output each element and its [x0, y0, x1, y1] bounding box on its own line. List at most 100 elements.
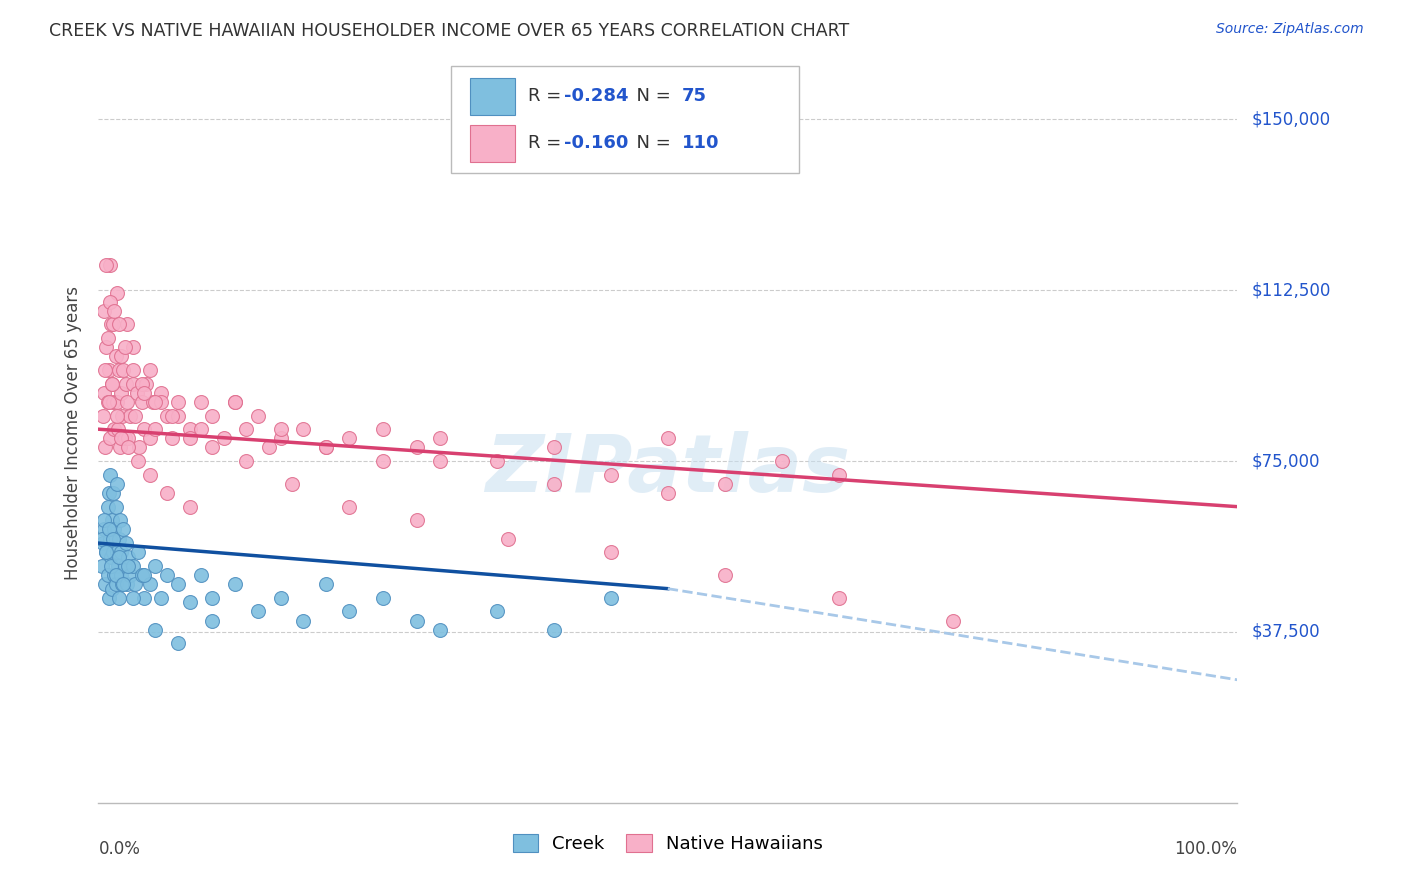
Point	[124, 409, 146, 423]
Point	[132, 422, 155, 436]
Point	[114, 340, 136, 354]
Point	[224, 395, 246, 409]
Point	[98, 294, 121, 309]
Point	[371, 454, 394, 468]
Point	[97, 363, 120, 377]
Point	[190, 568, 212, 582]
Point	[246, 409, 269, 423]
Point	[167, 409, 190, 423]
Point	[97, 395, 120, 409]
Point	[714, 476, 737, 491]
Point	[98, 258, 121, 272]
Text: $37,500: $37,500	[1251, 623, 1320, 641]
Point	[337, 431, 360, 445]
Point	[150, 385, 173, 400]
Point	[110, 545, 132, 559]
Point	[131, 376, 153, 391]
Point	[270, 422, 292, 436]
Point	[486, 604, 509, 618]
Point	[108, 549, 131, 564]
Point	[91, 536, 114, 550]
Point	[103, 532, 125, 546]
Point	[107, 422, 129, 436]
Point	[235, 454, 257, 468]
Point	[828, 467, 851, 482]
Point	[117, 441, 139, 455]
Point	[110, 385, 132, 400]
Text: -0.160: -0.160	[564, 134, 628, 153]
Point	[97, 523, 120, 537]
Y-axis label: Householder Income Over 65 years: Householder Income Over 65 years	[65, 285, 83, 580]
Point	[104, 577, 127, 591]
Point	[201, 409, 224, 423]
Point	[104, 500, 127, 514]
Point	[315, 441, 337, 455]
Point	[145, 558, 167, 573]
Point	[201, 591, 224, 605]
Point	[97, 591, 120, 605]
Point	[120, 409, 142, 423]
Point	[292, 614, 315, 628]
Point	[114, 376, 136, 391]
Point	[93, 303, 115, 318]
Point	[131, 395, 153, 409]
Point	[103, 523, 125, 537]
Point	[103, 422, 125, 436]
Point	[112, 577, 135, 591]
Point	[103, 318, 125, 332]
Point	[105, 476, 128, 491]
Point	[162, 431, 184, 445]
Point	[127, 545, 149, 559]
Point	[600, 545, 623, 559]
FancyBboxPatch shape	[470, 125, 515, 161]
Point	[91, 409, 114, 423]
Point	[292, 422, 315, 436]
Point	[201, 614, 224, 628]
Point	[105, 409, 128, 423]
Point	[96, 500, 118, 514]
Point	[96, 545, 118, 559]
Point	[96, 545, 118, 559]
Point	[121, 340, 143, 354]
Text: 100.0%: 100.0%	[1174, 840, 1237, 858]
Point	[111, 577, 134, 591]
Point	[120, 568, 142, 582]
Point	[135, 376, 157, 391]
Text: CREEK VS NATIVE HAWAIIAN HOUSEHOLDER INCOME OVER 65 YEARS CORRELATION CHART: CREEK VS NATIVE HAWAIIAN HOUSEHOLDER INC…	[49, 22, 849, 40]
Point	[100, 549, 122, 564]
Point	[121, 558, 143, 573]
Point	[103, 303, 125, 318]
Point	[179, 422, 201, 436]
Point	[315, 577, 337, 591]
Point	[94, 577, 117, 591]
Point	[406, 614, 429, 628]
Point	[138, 577, 160, 591]
Point	[108, 318, 131, 332]
Point	[98, 532, 121, 546]
Point	[270, 431, 292, 445]
Point	[142, 395, 165, 409]
Point	[108, 532, 131, 546]
Point	[115, 318, 138, 332]
Text: $150,000: $150,000	[1251, 111, 1330, 128]
Point	[167, 636, 190, 650]
Point	[108, 513, 131, 527]
Point	[190, 422, 212, 436]
Point	[224, 395, 246, 409]
Point	[429, 623, 451, 637]
Point	[101, 513, 124, 527]
Point	[156, 568, 179, 582]
Text: $112,500: $112,500	[1251, 281, 1330, 299]
Point	[259, 441, 281, 455]
Point	[121, 363, 143, 377]
Point	[96, 258, 118, 272]
Point	[543, 476, 565, 491]
Point	[96, 331, 118, 345]
Point	[93, 385, 115, 400]
Point	[124, 577, 146, 591]
Point	[145, 395, 167, 409]
Point	[131, 568, 153, 582]
Point	[212, 431, 235, 445]
Point	[111, 409, 134, 423]
Point	[100, 558, 122, 573]
